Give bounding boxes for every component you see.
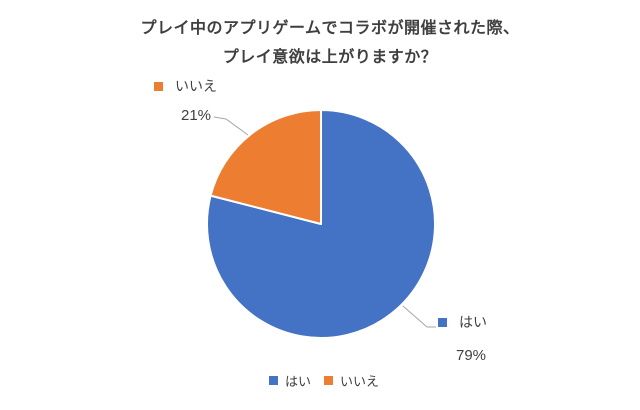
legend-yes-label: はい (284, 374, 311, 389)
callout-no-percent: 21% (181, 107, 212, 124)
leader-line-no (213, 116, 249, 136)
leader-line-yes (402, 305, 436, 328)
chart-title-line1: プレイ中のアプリゲームでコラボが開催された際、 (140, 20, 520, 37)
legend-item-yes: はい (268, 371, 311, 390)
yes-swatch-icon (438, 317, 447, 327)
callout-yes-entry: はい (438, 312, 487, 332)
legend: はい いいえ (0, 371, 640, 390)
callout-yes-percent: 79% (456, 347, 487, 364)
callout-no: いいえ 21% (154, 76, 217, 124)
legend-no-swatch-icon (324, 376, 333, 385)
pie-slices (206, 109, 436, 339)
legend-no-label: いいえ (340, 374, 380, 389)
legend-yes-swatch-icon (268, 376, 278, 385)
callout-no-entry: いいえ (154, 76, 217, 96)
callout-yes: はい 79% (438, 312, 487, 364)
no-swatch-icon (154, 81, 163, 91)
legend-item-no: いいえ (324, 371, 379, 390)
chart-title-line2: プレイ意欲は上がりますか？ (222, 49, 438, 66)
pie-slice-no (209, 109, 322, 225)
callout-no-label: いいえ (175, 78, 217, 94)
callout-yes-label: はい (459, 314, 487, 330)
chart-title: プレイ中のアプリゲームでコラボが開催された際、 プレイ意欲は上がりますか？ (20, 14, 640, 72)
